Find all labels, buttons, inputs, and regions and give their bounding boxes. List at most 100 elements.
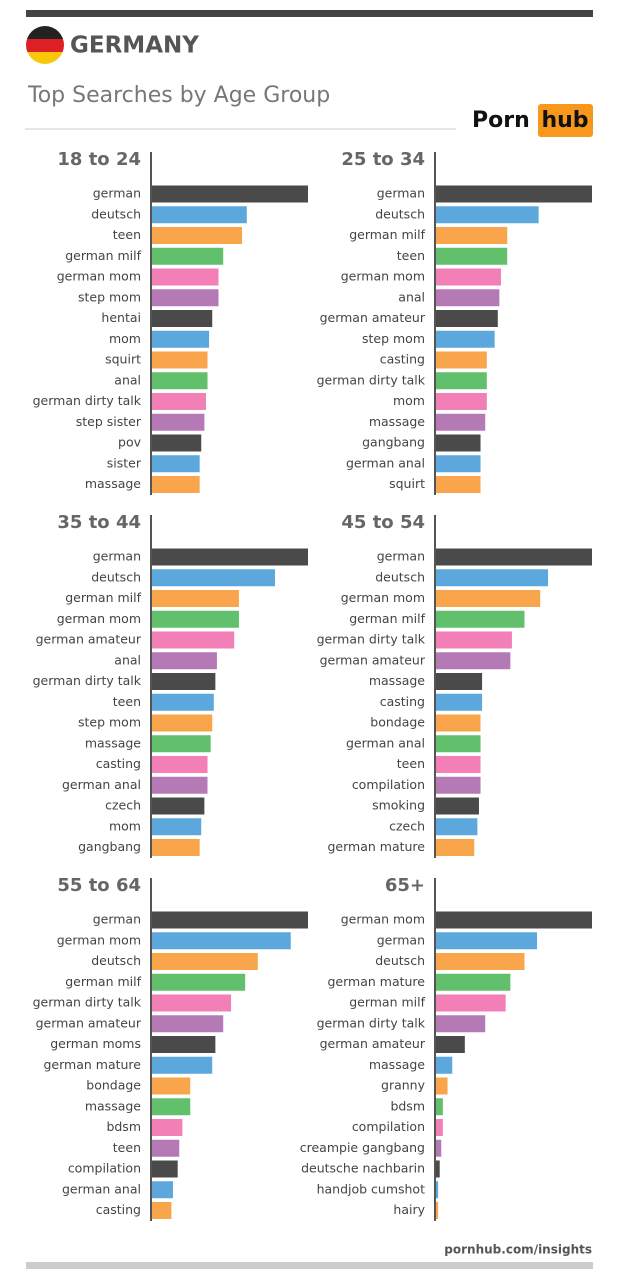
category-label: bondage — [370, 715, 425, 730]
bar — [435, 310, 498, 327]
bar — [151, 1202, 172, 1219]
category-label: deutsch — [91, 953, 141, 968]
category-label: squirt — [105, 352, 141, 367]
bar — [435, 610, 525, 628]
category-label: mom — [109, 818, 141, 833]
bar — [435, 994, 506, 1012]
bar — [151, 413, 205, 431]
category-label: bondage — [86, 1078, 141, 1093]
category-label: german amateur — [320, 1036, 426, 1051]
category-label: german milf — [65, 248, 141, 263]
bar — [151, 839, 200, 856]
flag — [26, 26, 64, 64]
category-label: german amateur — [320, 310, 426, 325]
category-label: step mom — [362, 331, 425, 346]
bar — [151, 434, 202, 452]
category-label: german anal — [346, 735, 425, 750]
category-label: gangbang — [78, 839, 141, 854]
category-label: compilation — [68, 1161, 141, 1176]
category-label: creampie gangbang — [300, 1140, 425, 1155]
bar — [151, 590, 239, 607]
bar — [151, 455, 200, 473]
bar — [151, 310, 213, 327]
bar — [435, 372, 487, 390]
bar — [151, 797, 205, 815]
category-label: german milf — [65, 974, 141, 989]
bar — [435, 393, 487, 410]
category-label: compilation — [352, 1119, 425, 1134]
category-label: german dirty talk — [33, 673, 142, 688]
bar — [151, 735, 211, 753]
bar — [435, 590, 541, 607]
bar — [151, 953, 258, 970]
category-label: massage — [369, 414, 425, 429]
category-label: teen — [397, 248, 425, 263]
bar — [435, 932, 538, 950]
category-label: squirt — [389, 476, 425, 491]
bar — [151, 1139, 180, 1157]
brand: Porn — [472, 108, 530, 133]
bar — [435, 289, 500, 307]
category-label: czech — [389, 818, 425, 833]
category-label: pov — [118, 435, 142, 450]
category-label: mom — [109, 331, 141, 346]
bar — [435, 652, 511, 670]
bar — [435, 1202, 439, 1219]
bar — [151, 372, 208, 390]
bar — [435, 434, 481, 452]
bar — [435, 455, 481, 473]
category-label: deutsch — [91, 206, 141, 221]
category-label: german mom — [57, 611, 141, 626]
category-label: german mom — [57, 932, 141, 947]
category-label: granny — [381, 1078, 426, 1093]
category-label: casting — [96, 1202, 141, 1217]
category-label: german milf — [349, 227, 425, 242]
category-label: german milf — [349, 995, 425, 1010]
category-label: german anal — [62, 777, 141, 792]
category-label: german mature — [328, 974, 426, 989]
bar — [151, 548, 308, 566]
bar — [151, 289, 219, 307]
bar — [151, 227, 243, 244]
category-label: german — [93, 549, 141, 564]
category-label: teen — [113, 1140, 141, 1155]
category-label: german anal — [62, 1181, 141, 1196]
category-label: handjob cumshot — [317, 1181, 426, 1196]
category-label: hentai — [101, 310, 141, 325]
brand-highlight: hub — [541, 108, 588, 133]
category-label: massage — [369, 673, 425, 688]
category-label: anal — [114, 652, 141, 667]
bar — [151, 673, 216, 690]
top-bar — [26, 10, 593, 17]
category-label: bdsm — [390, 1098, 425, 1113]
category-label: massage — [369, 1057, 425, 1072]
bar — [151, 776, 208, 794]
bar — [435, 569, 549, 587]
bottom-bar — [26, 1262, 593, 1269]
bar — [435, 1056, 453, 1074]
category-label: german — [93, 186, 141, 201]
bar — [435, 1015, 486, 1033]
footer: pornhub.com/insights — [444, 1243, 592, 1257]
bar — [435, 351, 487, 369]
bar — [435, 247, 508, 265]
category-label: german mom — [341, 590, 425, 605]
bar — [435, 227, 508, 244]
bar — [435, 1077, 448, 1095]
category-label: hairy — [393, 1202, 425, 1217]
bar — [151, 1015, 224, 1033]
bar — [435, 206, 539, 224]
bar — [435, 714, 481, 732]
bar — [435, 973, 511, 991]
bar — [435, 548, 592, 566]
category-label: deutsch — [91, 569, 141, 584]
category-label: teen — [397, 756, 425, 771]
bar — [151, 330, 210, 348]
category-label: casting — [380, 694, 425, 709]
bar — [151, 973, 246, 991]
panel-title: 25 to 34 — [341, 149, 425, 170]
bar — [435, 1036, 465, 1053]
category-label: german — [377, 186, 425, 201]
bar — [435, 693, 483, 711]
panel-title: 18 to 24 — [57, 149, 141, 170]
